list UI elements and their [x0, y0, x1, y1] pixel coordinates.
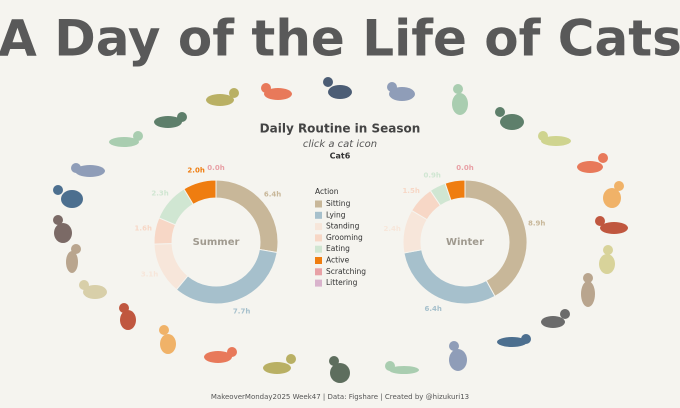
legend-label: Eating: [326, 244, 350, 253]
cat-icon[interactable]: [119, 303, 136, 330]
legend-label: Lying: [326, 210, 346, 219]
data-label: 6.4h: [264, 190, 281, 198]
cat-icon[interactable]: [79, 280, 107, 299]
cat-icon[interactable]: [53, 215, 72, 243]
data-label: 1.5h: [402, 187, 419, 195]
cat-icon[interactable]: [263, 354, 296, 374]
legend-label: Scratching: [326, 267, 366, 276]
cat-icon[interactable]: [603, 181, 624, 208]
cat-icon[interactable]: [538, 131, 571, 146]
title: A Day of the Life of Cats: [0, 10, 680, 68]
cat-icon[interactable]: [159, 325, 176, 354]
data-label: 8.9h: [528, 220, 545, 228]
cat-icon[interactable]: [206, 88, 239, 106]
cat-icon[interactable]: [595, 216, 628, 234]
legend-swatch: [315, 211, 322, 219]
cat-icon[interactable]: [154, 112, 187, 128]
cat-icon[interactable]: [497, 334, 531, 347]
cat-icon[interactable]: [204, 347, 237, 363]
data-label: 6.4h: [424, 305, 441, 313]
legend-swatch: [315, 234, 322, 242]
cat-icon[interactable]: [385, 361, 419, 374]
legend-swatch: [315, 200, 322, 208]
legend-label: Standing: [326, 222, 360, 231]
data-label: 3.1h: [141, 271, 158, 279]
donut-center-label: Winter: [446, 237, 484, 248]
legend-title: Action: [315, 187, 339, 196]
selected-cat: Cat6: [330, 152, 351, 161]
cat-icon[interactable]: [53, 185, 83, 208]
cat-icon[interactable]: [109, 131, 143, 147]
cat-icon[interactable]: [323, 77, 352, 99]
data-label: 1.6h: [135, 224, 152, 232]
cat-icon[interactable]: [449, 341, 467, 371]
subtitle: Daily Routine in Season: [260, 122, 421, 136]
legend-label: Active: [326, 256, 350, 265]
cat-icon[interactable]: [387, 82, 415, 101]
legend-swatch: [315, 245, 322, 253]
cat-icon[interactable]: [261, 83, 292, 100]
data-label: 2.4h: [383, 225, 400, 233]
data-label: 7.7h: [233, 307, 250, 315]
instruction: click a cat icon: [303, 139, 377, 150]
cat-icon[interactable]: [66, 244, 81, 273]
legend-label: Sitting: [326, 199, 351, 208]
data-label: 2.3h: [151, 190, 168, 198]
data-label: 0.0h: [207, 164, 224, 172]
data-label: 2.0h: [187, 167, 204, 175]
cat-icon[interactable]: [599, 245, 615, 274]
cat-icons: [53, 77, 628, 383]
data-label: 0.9h: [423, 172, 440, 180]
cat-icon[interactable]: [541, 309, 570, 328]
cat-icon[interactable]: [329, 356, 350, 383]
cat-icon[interactable]: [581, 273, 595, 307]
cat-icon[interactable]: [495, 107, 524, 130]
legend-swatch: [315, 279, 322, 287]
cat-icon[interactable]: [577, 153, 608, 173]
legend-swatch: [315, 223, 322, 231]
data-label: 0.0h: [456, 164, 473, 172]
footer: MakeoverMonday2025 Week47 | Data: Figsha…: [211, 393, 469, 401]
donut-center-label: Summer: [193, 237, 240, 248]
legend-label: Grooming: [326, 233, 363, 242]
legend-swatch: [315, 257, 322, 264]
legend-label: Littering: [326, 278, 358, 287]
cat-icon[interactable]: [452, 84, 468, 115]
legend-swatch: [315, 268, 322, 276]
cat-icon[interactable]: [71, 163, 105, 177]
